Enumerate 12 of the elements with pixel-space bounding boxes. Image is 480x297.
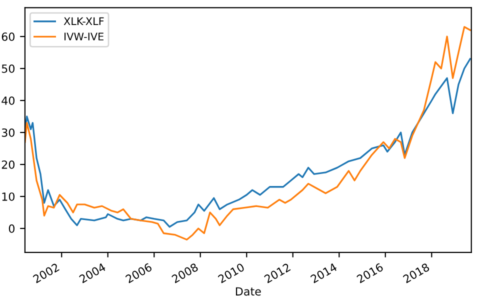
line-series [24, 58, 471, 228]
y-tick-label: 30 [2, 128, 14, 137]
y-tick-label: 20 [2, 160, 14, 169]
x-axis-title: Date [236, 287, 261, 296]
line-series [24, 26, 471, 240]
y-tick-label: 40 [2, 96, 14, 105]
legend-label: IVW-IVE [64, 32, 104, 40]
legend-label: XLK-XLF [64, 17, 104, 26]
y-tick-label: 50 [2, 64, 14, 73]
y-tick-label: 60 [2, 32, 14, 41]
y-tick-label: 0 [8, 224, 14, 233]
y-tick-label: 10 [2, 192, 14, 201]
